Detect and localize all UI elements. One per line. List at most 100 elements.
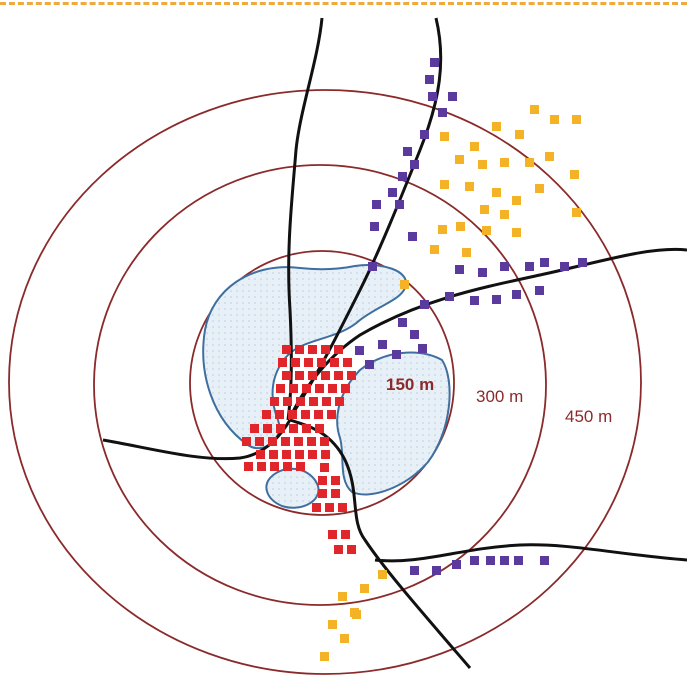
block-center: [318, 489, 327, 498]
block-outer: [328, 620, 337, 629]
block-center: [268, 437, 277, 446]
block-mid: [500, 556, 509, 565]
block-center: [330, 358, 339, 367]
block-center: [320, 463, 329, 472]
block-mid: [392, 350, 401, 359]
block-outer: [492, 188, 501, 197]
block-center: [321, 345, 330, 354]
block-center: [304, 358, 313, 367]
water-body-south: [265, 467, 320, 509]
block-mid: [492, 295, 501, 304]
block-outer: [462, 248, 471, 257]
block-mid: [428, 92, 437, 101]
block-mid: [420, 130, 429, 139]
block-center: [320, 437, 329, 446]
block-mid: [525, 262, 534, 271]
block-mid: [486, 556, 495, 565]
block-outer: [570, 170, 579, 179]
block-center: [242, 437, 251, 446]
road-south: [289, 418, 472, 669]
block-center: [322, 397, 331, 406]
block-mid: [540, 258, 549, 267]
block-outer: [438, 225, 447, 234]
block-center: [312, 503, 321, 512]
block-center: [302, 384, 311, 393]
block-outer: [480, 205, 489, 214]
block-center: [307, 437, 316, 446]
block-center: [334, 345, 343, 354]
block-outer: [512, 196, 521, 205]
block-mid: [512, 290, 521, 299]
block-outer: [478, 160, 487, 169]
ring-label-inner: 150 m: [386, 375, 434, 394]
block-center: [327, 410, 336, 419]
block-outer: [525, 158, 534, 167]
block-mid: [500, 262, 509, 271]
block-center: [308, 450, 317, 459]
block-center: [331, 476, 340, 485]
block-mid: [370, 222, 379, 231]
block-mid: [430, 58, 439, 67]
block-center: [289, 424, 298, 433]
block-center: [301, 410, 310, 419]
block-mid: [410, 566, 419, 575]
block-center: [283, 397, 292, 406]
block-center: [276, 384, 285, 393]
block-mid: [560, 262, 569, 271]
block-center: [296, 397, 305, 406]
block-outer: [572, 208, 581, 217]
ring-label-outer: 450 m: [565, 407, 612, 426]
blocks-center-group: [242, 345, 356, 554]
block-mid: [372, 200, 381, 209]
block-mid: [403, 147, 412, 156]
block-center: [325, 503, 334, 512]
block-center: [270, 462, 279, 471]
water-body-east: [336, 351, 451, 496]
block-center: [315, 384, 324, 393]
road-south-east: [374, 543, 687, 563]
block-outer: [400, 280, 409, 289]
block-mid: [438, 108, 447, 117]
block-mid: [418, 344, 427, 353]
water-body-west: [202, 264, 407, 450]
block-center: [321, 450, 330, 459]
block-outer: [515, 130, 524, 139]
block-center: [283, 462, 292, 471]
block-outer: [492, 122, 501, 131]
block-mid: [355, 346, 364, 355]
block-outer: [470, 142, 479, 151]
block-center: [289, 384, 298, 393]
block-center: [250, 424, 259, 433]
block-mid: [368, 262, 377, 271]
block-outer: [500, 210, 509, 219]
block-center: [308, 345, 317, 354]
ring-label-middle: 300 m: [476, 387, 523, 406]
block-mid: [535, 286, 544, 295]
block-mid: [395, 200, 404, 209]
block-center: [335, 397, 344, 406]
block-outer: [352, 610, 361, 619]
block-center: [257, 462, 266, 471]
block-center: [334, 545, 343, 554]
block-mid: [470, 296, 479, 305]
block-center: [263, 424, 272, 433]
block-mid: [432, 566, 441, 575]
block-outer: [360, 584, 369, 593]
block-center: [281, 437, 290, 446]
block-center: [343, 358, 352, 367]
block-outer: [572, 115, 581, 124]
block-center: [321, 371, 330, 380]
block-center: [276, 424, 285, 433]
blocks-outer-group: [320, 105, 581, 661]
block-outer: [482, 226, 491, 235]
block-center: [341, 530, 350, 539]
block-center: [256, 450, 265, 459]
block-center: [318, 476, 327, 485]
block-mid: [410, 330, 419, 339]
block-mid: [540, 556, 549, 565]
block-center: [296, 462, 305, 471]
block-mid: [478, 268, 487, 277]
block-center: [334, 371, 343, 380]
ring-inner: [189, 250, 455, 516]
